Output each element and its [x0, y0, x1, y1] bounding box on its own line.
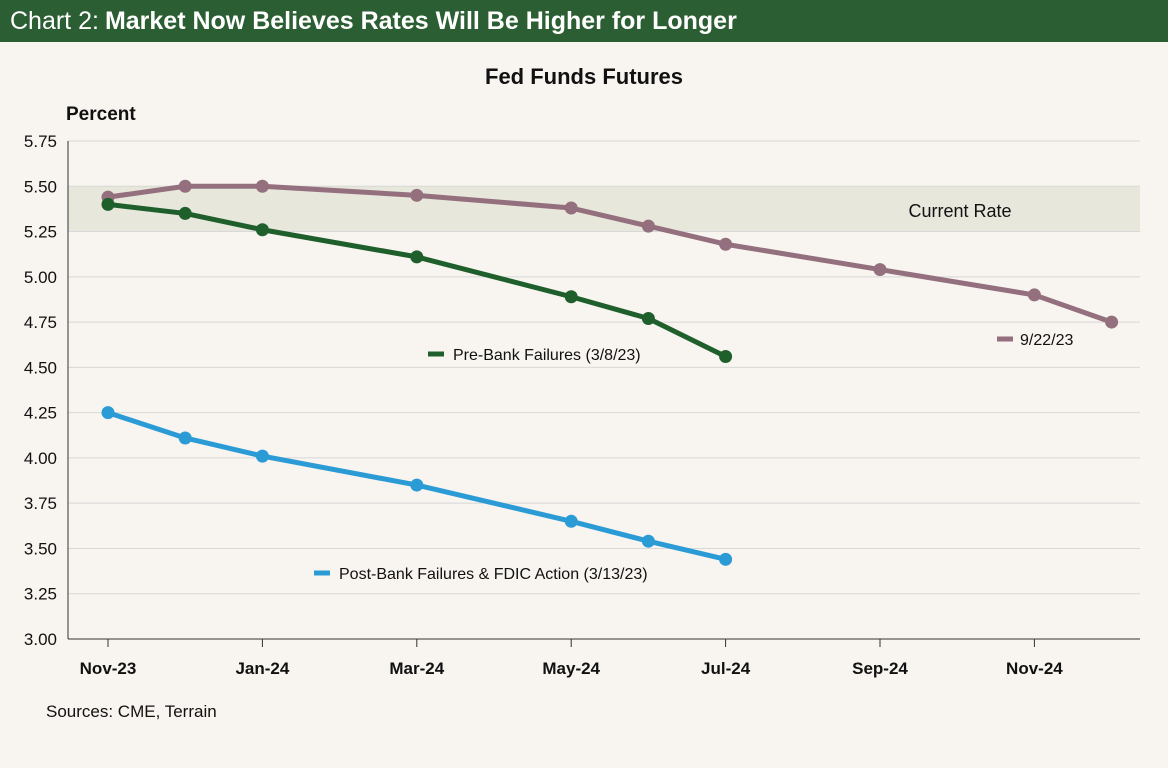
- data-point: [873, 263, 887, 277]
- current-rate-label: Current Rate: [908, 201, 1011, 221]
- source-note: Sources: CME, Terrain: [46, 702, 217, 721]
- data-point: [410, 478, 424, 492]
- y-axis-label: Percent: [66, 104, 136, 125]
- x-tick-label: Nov-24: [1006, 659, 1063, 678]
- data-point: [564, 201, 578, 215]
- data-point: [410, 250, 424, 264]
- data-point: [178, 206, 192, 220]
- data-point: [641, 219, 655, 233]
- y-tick-label: 3.50: [24, 539, 57, 558]
- data-point: [719, 349, 733, 363]
- y-tick-label: 3.25: [24, 585, 57, 604]
- y-tick-label: 5.50: [24, 177, 57, 196]
- chart-number: Chart 2:: [10, 6, 99, 35]
- y-tick-label: 3.75: [24, 494, 57, 513]
- x-tick-label: Jul-24: [701, 659, 751, 678]
- data-point: [101, 406, 115, 420]
- legend-label: Post-Bank Failures & FDIC Action (3/13/2…: [339, 566, 648, 583]
- chart-header: Chart 2: Market Now Believes Rates Will …: [0, 0, 1168, 42]
- series-line: [107, 183, 1113, 325]
- data-point: [719, 237, 733, 251]
- y-tick-label: 4.00: [24, 449, 57, 468]
- x-tick-label: Sep-24: [852, 659, 908, 678]
- data-point: [564, 514, 578, 528]
- x-tick-label: Nov-23: [80, 659, 137, 678]
- data-point: [1027, 288, 1041, 302]
- y-tick-label: 5.25: [24, 223, 57, 242]
- data-point: [178, 179, 192, 193]
- data-point: [410, 188, 424, 202]
- x-tick-label: May-24: [542, 659, 600, 678]
- data-point: [255, 223, 269, 237]
- y-tick-label: 4.75: [24, 313, 57, 332]
- x-tick-label: Jan-24: [235, 659, 289, 678]
- data-point: [101, 197, 115, 211]
- data-point: [255, 449, 269, 463]
- legend-label: 9/22/23: [1020, 332, 1073, 349]
- y-tick-label: 5.75: [24, 132, 57, 151]
- data-point: [564, 290, 578, 304]
- data-point: [255, 179, 269, 193]
- data-point: [178, 431, 192, 445]
- data-point: [641, 534, 655, 548]
- y-tick-label: 4.50: [24, 358, 57, 377]
- y-tick-label: 3.00: [24, 630, 57, 649]
- chart-headline: Market Now Believes Rates Will Be Higher…: [104, 6, 737, 35]
- data-point: [719, 552, 733, 566]
- data-point: [641, 311, 655, 325]
- data-point: [1105, 315, 1119, 329]
- y-tick-label: 4.25: [24, 404, 57, 423]
- chart-title: Fed Funds Futures: [485, 64, 683, 89]
- legend-label: Pre-Bank Failures (3/8/23): [453, 347, 641, 364]
- x-tick-label: Mar-24: [389, 659, 444, 678]
- y-tick-label: 5.00: [24, 268, 57, 287]
